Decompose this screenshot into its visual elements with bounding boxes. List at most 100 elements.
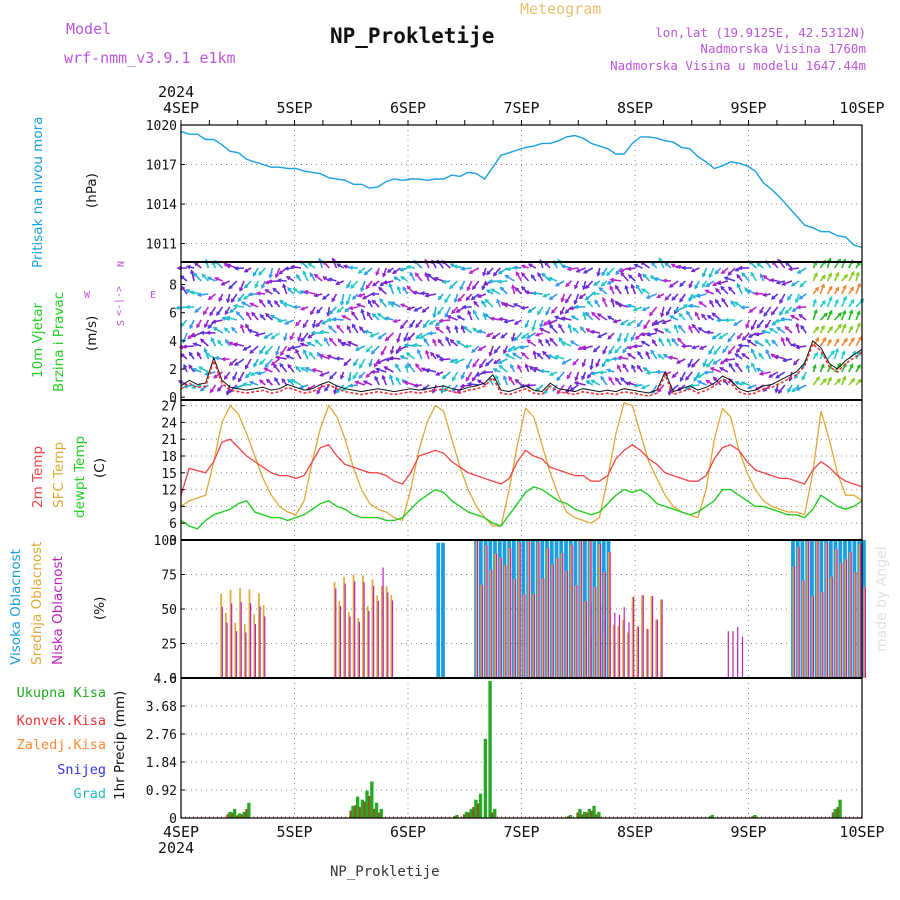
wind-arrow-head [274, 355, 280, 360]
wind-arrow-head [466, 286, 471, 292]
wind-arrow-head [328, 310, 334, 315]
wind-arrow-head [256, 371, 262, 376]
wind-arrow-head [812, 298, 817, 304]
precip-bar [838, 799, 842, 818]
wind-arrow-head [814, 326, 820, 331]
wind-arrow [402, 286, 409, 295]
wind-arrow [434, 277, 444, 282]
precip-bar [578, 808, 582, 818]
wind-arrow-head [750, 271, 755, 277]
wind-arrow-head [770, 311, 776, 316]
wind-arrow-head [303, 348, 307, 354]
wind-arrow [319, 371, 330, 377]
wind-arrow-head [350, 284, 355, 289]
precip-panel-labels: Ukupna Kisa Konvek.Kisa Zaledj.Kisa Snij… [17, 685, 128, 802]
wind-arrow-head [252, 272, 257, 277]
wind-arrow [561, 341, 572, 347]
wind-arrow [257, 371, 266, 375]
cloud-bar [863, 587, 866, 678]
wind-arrow [303, 349, 309, 360]
wind-arrow-head [685, 376, 690, 381]
wind-arrow-head [441, 374, 447, 380]
wind-arrow-head [666, 337, 671, 343]
wind-arrow-head [263, 334, 268, 339]
cloud-bar [614, 612, 616, 678]
wind-arrow [745, 319, 750, 328]
wind-arrow-head [753, 291, 759, 296]
wind-arrow [389, 375, 395, 386]
cloud-bar [357, 617, 360, 678]
wind-arrow-head [310, 330, 316, 336]
cloud-bar [844, 559, 847, 678]
wind-arrow-head [181, 344, 187, 349]
cloud-bar [229, 589, 232, 678]
wind-arrow-head [719, 367, 724, 372]
wind-arrow [188, 364, 195, 373]
wind-arrow-head [259, 360, 264, 366]
wind-arrow-head [498, 364, 503, 369]
wind-arrow-head [820, 363, 825, 369]
cloud-bar [598, 544, 601, 678]
wind-arrow [750, 319, 758, 330]
wind-arrow-head [419, 334, 424, 339]
precip-bar [464, 811, 469, 818]
wind-arrow-head [750, 348, 755, 353]
wind-arrow-head [185, 289, 190, 294]
wind-arrow-head [471, 348, 476, 354]
cloud-bar [518, 542, 520, 678]
precip-conv-bar [472, 807, 475, 818]
wind-arrow-head [403, 380, 408, 385]
wind-arrow [389, 357, 401, 360]
wind-arrow [466, 358, 473, 369]
wind-arrow-head [730, 300, 735, 305]
wind-arrow [833, 272, 840, 282]
wind-arrow [295, 349, 302, 360]
wind-arrow-head [352, 375, 357, 380]
wind-arrow [243, 383, 252, 386]
wind-arrow [848, 310, 853, 321]
wind-arrow-head [365, 373, 370, 378]
wind-arrow-head [309, 272, 314, 277]
wind-arrow-head [790, 282, 796, 287]
wind-arrow [403, 332, 409, 342]
wind-arrow-head [231, 326, 236, 332]
wind-arrow-head [653, 328, 658, 333]
wind-arrow-head [626, 322, 632, 327]
wind-arrow-head [416, 348, 421, 354]
wind-arrow [570, 340, 579, 347]
wind-arrow-head [687, 363, 692, 369]
wind-arrow-head [630, 283, 635, 289]
wind-arrow-head [308, 351, 313, 357]
wind-arrow [558, 324, 565, 334]
wind-arrow [624, 285, 630, 295]
wind-arrow-head [425, 349, 430, 355]
wind-arrow-head [489, 316, 495, 321]
wind-arrow-head [468, 269, 474, 274]
wind-arrow [724, 276, 736, 282]
wind-arrow [715, 299, 722, 308]
wind-arrow-head [481, 285, 486, 291]
precip-bar [455, 815, 459, 818]
wind-arrow [454, 293, 459, 303]
wind-arrow-head [720, 285, 725, 291]
wind-arrow-head [830, 350, 835, 355]
wind-arrow-head [756, 324, 761, 329]
wind-arrow [622, 345, 629, 354]
wind-arrow [275, 345, 281, 356]
wind-arrow [351, 323, 359, 334]
wind-arrow [315, 319, 323, 328]
wind-arrow-head [433, 276, 439, 281]
wind-arrow-head [409, 323, 414, 329]
wind-arrow-head [354, 380, 360, 385]
wind-arrow [308, 262, 316, 269]
wind-arrow [617, 303, 629, 308]
wind-arrow [314, 293, 323, 297]
wind-arrow [508, 376, 516, 386]
wind-arrow-head [756, 262, 761, 267]
precip-bar [374, 802, 379, 818]
wind-arrow [479, 358, 487, 369]
wind-arrow-head [396, 285, 401, 291]
wind-arrow [795, 293, 800, 303]
y-tick-label: 50 [161, 603, 177, 618]
cloud-bar [661, 599, 663, 678]
